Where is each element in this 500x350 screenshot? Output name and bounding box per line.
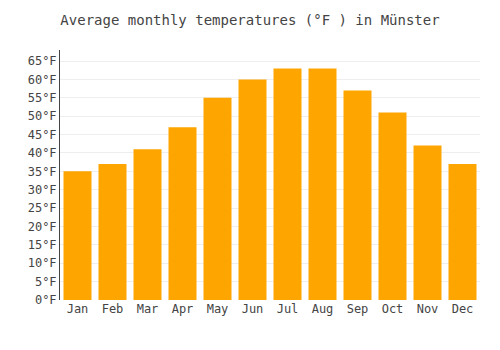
svg-text:Dec: Dec (452, 302, 474, 316)
svg-text:60°F: 60°F (28, 73, 57, 87)
svg-text:25°F: 25°F (28, 201, 57, 215)
svg-text:30°F: 30°F (28, 183, 57, 197)
svg-text:50°F: 50°F (28, 109, 57, 123)
svg-text:5°F: 5°F (35, 275, 57, 289)
svg-text:65°F: 65°F (28, 54, 57, 68)
svg-text:20°F: 20°F (28, 220, 57, 234)
svg-text:15°F: 15°F (28, 238, 57, 252)
svg-text:40°F: 40°F (28, 146, 57, 160)
svg-text:45°F: 45°F (28, 128, 57, 142)
svg-text:Sep: Sep (347, 302, 369, 316)
svg-text:Feb: Feb (102, 302, 124, 316)
svg-text:Jun: Jun (242, 302, 264, 316)
svg-text:Jul: Jul (277, 302, 299, 316)
svg-text:10°F: 10°F (28, 256, 57, 270)
svg-text:35°F: 35°F (28, 165, 57, 179)
svg-text:Jan: Jan (67, 302, 89, 316)
svg-text:Nov: Nov (417, 302, 439, 316)
svg-text:May: May (207, 302, 229, 316)
svg-text:0°F: 0°F (35, 293, 57, 307)
svg-text:55°F: 55°F (28, 91, 57, 105)
svg-text:Average monthly temperatures (: Average monthly temperatures (°F ) in Mü… (60, 12, 439, 28)
svg-text:Oct: Oct (382, 302, 404, 316)
svg-text:Mar: Mar (137, 302, 159, 316)
svg-text:Aug: Aug (312, 302, 334, 316)
svg-text:Apr: Apr (172, 302, 194, 316)
